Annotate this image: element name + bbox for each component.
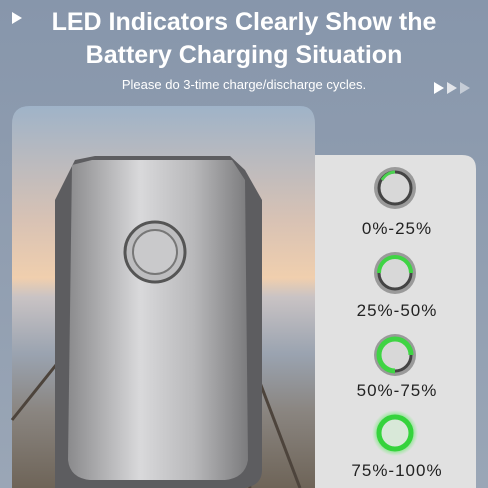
indicator: 50%-75% xyxy=(357,334,438,400)
indicator-label: 50%-75% xyxy=(357,381,438,400)
indicator: 0%-25% xyxy=(362,167,432,238)
indicator: 75%-100% xyxy=(351,410,442,480)
indicator-label: 0%-25% xyxy=(362,219,432,238)
arrows-icon xyxy=(434,82,470,94)
title-line: Battery Charging Situation xyxy=(86,41,403,69)
subtitle: Please do 3-time charge/discharge cycles… xyxy=(122,77,366,92)
indicator-label: 25%-50% xyxy=(357,301,438,320)
indicator: 25%-50% xyxy=(357,252,438,320)
indicator-label: 75%-100% xyxy=(351,461,442,480)
title-line: LED Indicators Clearly Show the xyxy=(52,8,437,36)
arrow-icon xyxy=(12,12,22,24)
battery xyxy=(55,156,262,488)
indicator-panel xyxy=(315,155,476,488)
